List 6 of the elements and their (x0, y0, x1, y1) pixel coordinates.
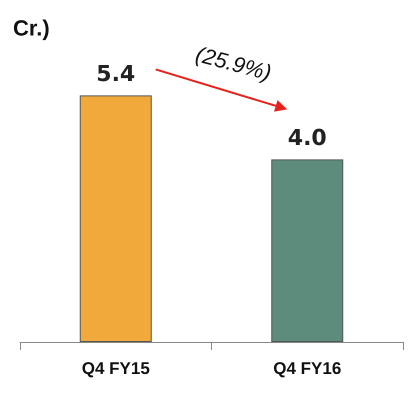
chart-title: Cr.) (13, 16, 50, 40)
x-tick-label: Q4 FY15 (82, 359, 150, 378)
data-label: 4.0 (288, 126, 327, 151)
x-tick-label: Q4 FY16 (273, 359, 342, 378)
data-label: 5.4 (96, 62, 136, 87)
text: (25.9%) (193, 41, 274, 86)
